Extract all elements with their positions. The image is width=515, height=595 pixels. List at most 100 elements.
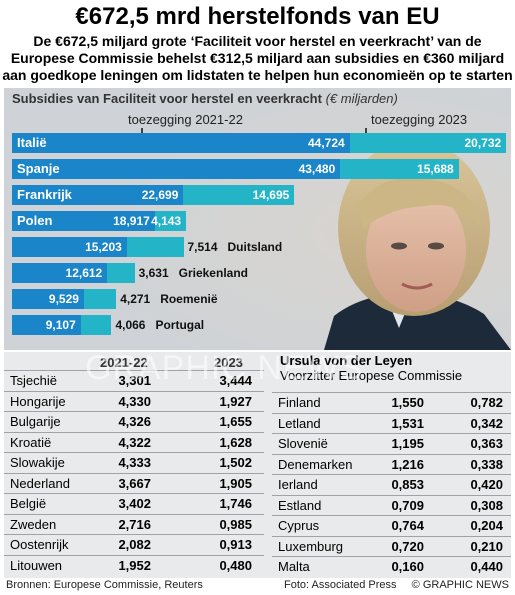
- table-cell-2023: 0,338: [470, 456, 503, 472]
- bar-2023: [340, 159, 459, 179]
- data-label-2023: 4,066: [115, 318, 146, 332]
- table-cell-2023: 0,210: [470, 538, 503, 554]
- table-cell-country: België: [10, 496, 47, 511]
- chart-unit: (€ miljarden): [325, 91, 398, 106]
- table-cell-2021-22: 0,764: [391, 518, 424, 533]
- table-row: Denemarken 1,216 0,338: [272, 453, 511, 476]
- table-cell-2021-22: 2,082: [118, 537, 151, 552]
- row-divider: [272, 494, 511, 496]
- table-row: Letland 1,531 0,342: [272, 412, 511, 435]
- table-cell-2023: 0,420: [470, 477, 503, 492]
- row-divider: [4, 472, 264, 474]
- data-label-2023: 14,695: [252, 188, 290, 202]
- subtitle-line: Europese Commissie behelst €312,5 miljar…: [10, 50, 505, 66]
- table-cell-2023: 0,363: [470, 436, 503, 451]
- data-label-2023: 4,271: [120, 292, 151, 306]
- table-cell-country: Finland: [278, 395, 321, 410]
- table-row: Ierland 0,853 0,420: [272, 474, 511, 496]
- table-cell-country: Bulgarije: [10, 414, 61, 429]
- row-divider: [272, 535, 511, 537]
- table-cell-2023: 1,655: [219, 414, 252, 429]
- table-cell-2023: 1,502: [219, 455, 252, 470]
- chart-title: Subsidies van Faciliteit voor herstel en…: [12, 91, 398, 106]
- table-row: Oostenrijk 2,082 0,913: [4, 534, 264, 556]
- row-divider: [4, 534, 264, 535]
- table-cell-2021-22: 0,853: [391, 477, 424, 492]
- table-row: Bulgarije 4,326 1,655: [4, 411, 264, 433]
- bar-2023: [107, 263, 135, 283]
- table-cell-country: Hongarije: [10, 393, 66, 409]
- footer-copyright: © GRAPHIC NEWS: [411, 579, 509, 591]
- bar-2021-22: [12, 237, 127, 257]
- bar-chart: 44,724 Italië 20,732 43,480 Spanje 15,688 22,6…: [4, 88, 511, 350]
- table-cell-2023: 0,342: [470, 415, 503, 431]
- legend-2023: toezegging 2023: [371, 112, 468, 127]
- table-cell-2023: 1,905: [219, 475, 252, 491]
- footer: Bronnen: Europese Commissie, Reuters Fot…: [0, 579, 515, 595]
- table-cell-2021-22: 4,326: [118, 414, 151, 429]
- table-cell-country: Kroatië: [10, 434, 52, 450]
- row-divider: [272, 453, 511, 455]
- row-divider: [272, 515, 511, 516]
- data-label-2021-22: 43,480: [298, 162, 336, 176]
- row-divider: [4, 513, 264, 515]
- bar-2023: [80, 315, 112, 335]
- bar-2023: [154, 211, 187, 231]
- table-cell-country: Ierland: [278, 477, 318, 492]
- bar-2021-22: [12, 211, 155, 231]
- data-label-2023: 15,688: [417, 162, 454, 176]
- table-cell-country: Tsjechië: [10, 373, 57, 388]
- photo-caption-name: Ursula von der Leyen: [280, 353, 413, 368]
- bar-2021-22: [12, 289, 84, 309]
- data-label-2021-22: 22,699: [141, 188, 179, 202]
- table-cell-2021-22: 2,716: [118, 516, 151, 532]
- column-header-2023: 2023: [214, 355, 243, 370]
- data-label-2023: 20,732: [464, 136, 502, 150]
- bar-2021-22: [12, 133, 350, 153]
- data-label-2021-22: 18,917: [113, 214, 150, 228]
- category-label: Italië: [17, 135, 47, 150]
- table-row: Slovenië 1,195 0,363: [272, 433, 511, 455]
- table-cell-country: Malta: [278, 559, 310, 574]
- table-cell-country: Litouwen: [10, 557, 63, 573]
- bar-2023: [349, 133, 507, 153]
- data-label-2021-22: 9,529: [48, 292, 79, 306]
- bar-2021-22: [12, 263, 108, 283]
- table-cell-2023: 0,913: [219, 537, 252, 552]
- table-cell-2021-22: 0,720: [391, 538, 424, 554]
- row-divider: [4, 431, 264, 433]
- tables-panel: 2021-22 2023 Ursula von der Leyen Voorzi…: [4, 352, 511, 578]
- row-divider: [4, 390, 264, 392]
- table-cell-2021-22: 4,330: [118, 393, 151, 409]
- data-label-2021-22: 15,203: [85, 240, 122, 254]
- table-cell-country: Slowakije: [10, 455, 65, 470]
- category-label: Griekenland: [178, 266, 248, 280]
- row-divider: [4, 370, 264, 371]
- table-cell-2023: 0,985: [219, 516, 252, 532]
- table-cell-2023: 0,308: [470, 497, 503, 513]
- table-row: Slowakije 4,333 1,502: [4, 452, 264, 474]
- table-row: Zweden 2,716 0,985: [4, 513, 264, 536]
- table-cell-country: Zweden: [10, 516, 57, 532]
- legend-2021-22: toezegging 2021-22: [128, 112, 243, 127]
- row-divider: [4, 411, 264, 412]
- table-row: Litouwen 1,952 0,480: [4, 554, 264, 577]
- table-cell-country: Letland: [278, 415, 321, 431]
- table-cell-2021-22: 0,160: [391, 559, 424, 574]
- table-cell-country: Estland: [278, 497, 322, 513]
- chart-section: Subsidies van Faciliteit voor herstel en…: [4, 88, 511, 350]
- table-cell-country: Nederland: [10, 475, 70, 491]
- bar-2023: [183, 185, 295, 205]
- row-divider: [272, 474, 511, 475]
- footer-photo-credit: Foto: Associated Press: [284, 579, 397, 591]
- table-cell-2021-22: 3,667: [118, 475, 151, 491]
- row-divider: [272, 412, 511, 414]
- table-cell-2021-22: 3,402: [118, 496, 151, 511]
- row-divider: [4, 554, 264, 556]
- category-label: Spanje: [17, 161, 60, 176]
- table-cell-country: Denemarken: [278, 456, 353, 472]
- table-row: België 3,402 1,746: [4, 493, 264, 515]
- table-row: Malta 0,160 0,440: [272, 556, 511, 578]
- table-cell-2021-22: 4,333: [118, 455, 151, 470]
